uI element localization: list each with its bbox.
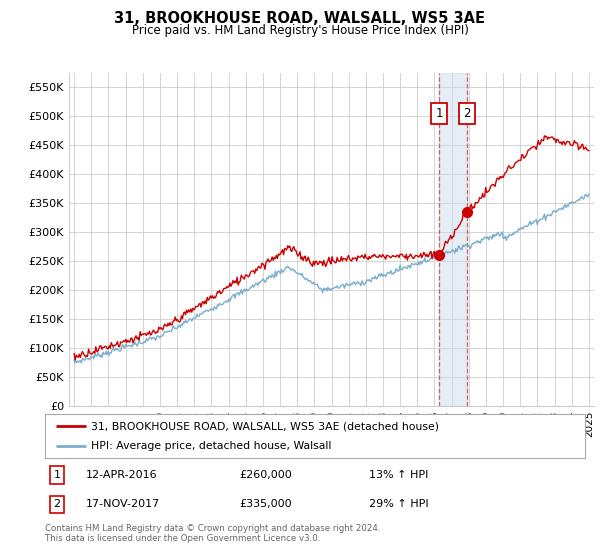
Text: 17-NOV-2017: 17-NOV-2017 <box>86 500 160 510</box>
Text: 1: 1 <box>53 470 61 480</box>
Text: 31, BROOKHOUSE ROAD, WALSALL, WS5 3AE: 31, BROOKHOUSE ROAD, WALSALL, WS5 3AE <box>115 11 485 26</box>
Text: HPI: Average price, detached house, Walsall: HPI: Average price, detached house, Wals… <box>91 441 331 451</box>
Text: 31, BROOKHOUSE ROAD, WALSALL, WS5 3AE (detached house): 31, BROOKHOUSE ROAD, WALSALL, WS5 3AE (d… <box>91 421 439 431</box>
Text: 2: 2 <box>463 107 470 120</box>
Text: 12-APR-2016: 12-APR-2016 <box>86 470 157 480</box>
Text: 1: 1 <box>436 107 443 120</box>
Text: £335,000: £335,000 <box>239 500 292 510</box>
Text: Contains HM Land Registry data © Crown copyright and database right 2024.
This d: Contains HM Land Registry data © Crown c… <box>45 524 380 543</box>
Text: Price paid vs. HM Land Registry's House Price Index (HPI): Price paid vs. HM Land Registry's House … <box>131 24 469 36</box>
Text: £260,000: £260,000 <box>239 470 292 480</box>
Text: 13% ↑ HPI: 13% ↑ HPI <box>369 470 428 480</box>
Text: 2: 2 <box>53 500 61 510</box>
Text: 29% ↑ HPI: 29% ↑ HPI <box>369 500 428 510</box>
Bar <box>439 73 467 406</box>
